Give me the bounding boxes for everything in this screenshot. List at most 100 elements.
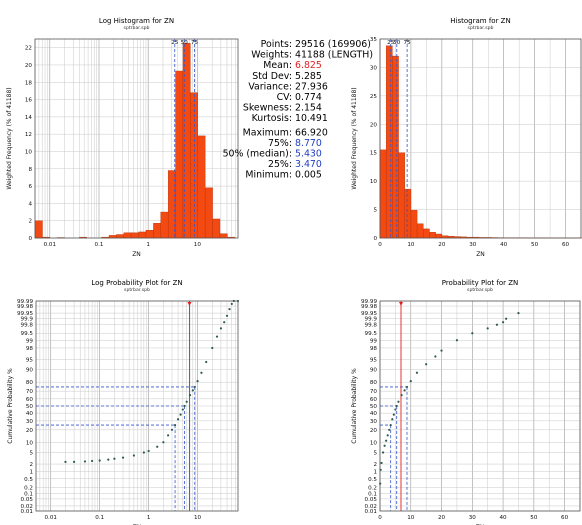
y-tick-label: 12 [25, 132, 32, 138]
y-tick-label: 99.99 [17, 299, 33, 305]
y-tick-label: 0.1 [24, 491, 33, 497]
data-point [394, 408, 397, 411]
y-tick-label: 0.2 [24, 485, 33, 491]
bar [145, 230, 154, 239]
y-tick-label: 99.95 [17, 311, 33, 317]
quantile-label: 25 [387, 40, 395, 46]
y-tick-label: 95 [370, 357, 378, 363]
y-tick-label: 99.9 [21, 317, 34, 323]
bar [175, 70, 184, 239]
y-tick-label: 10 [370, 440, 378, 446]
y-tick-label: 5 [373, 451, 377, 457]
x-tick-label: 10 [194, 515, 202, 521]
x-tick-label: 0.1 [95, 242, 104, 248]
x-tick-label: 20 [438, 242, 446, 248]
x-tick-label: 1 [147, 515, 151, 521]
y-tick-label: 0.5 [368, 477, 377, 483]
y-tick-label: 30 [370, 419, 378, 425]
bar [404, 188, 412, 239]
data-point [219, 327, 223, 330]
data-point [176, 418, 180, 421]
data-point [225, 314, 229, 317]
data-point [389, 423, 392, 427]
y-tick-label: 70 [26, 389, 34, 395]
stat-value: 6.825 [295, 60, 322, 71]
data-point [183, 404, 186, 408]
bar [204, 187, 213, 239]
y-tick-label: 99.8 [21, 323, 34, 329]
data-point [517, 311, 520, 315]
stat-label: Variance: [248, 81, 292, 92]
data-point [211, 346, 214, 350]
y-tick-label: 99.99 [361, 299, 377, 305]
bars [34, 43, 235, 239]
data-point [381, 451, 385, 454]
stat-value: 10.491 [295, 113, 328, 124]
y-tick-label: 99.98 [361, 304, 377, 310]
stat-value: 8.770 [295, 138, 322, 149]
y-tick-label: 30 [370, 65, 378, 71]
bar [385, 45, 393, 239]
x-tick-label: 40 [500, 515, 508, 521]
y-tick-label: 18 [25, 80, 33, 86]
x-axis-label: ZN [132, 251, 141, 258]
mean-marker [187, 302, 192, 306]
data-point [409, 380, 412, 383]
quantile-lines [36, 386, 196, 511]
stat-value: 3.470 [295, 159, 322, 170]
bar [398, 152, 405, 239]
bar [212, 218, 221, 239]
data-point [98, 459, 101, 462]
stat-label: Maximum: [243, 127, 292, 138]
stat-label: Minimum: [245, 170, 292, 181]
plot-frame [379, 38, 582, 239]
y-tick-label: 0.2 [368, 485, 377, 491]
x-tick-label: 0.01 [44, 515, 57, 521]
data-point [185, 400, 188, 403]
quantile-lines [380, 386, 408, 511]
y-tick-label: 99.95 [361, 311, 377, 317]
stat-label: 50% (median): [223, 149, 292, 160]
data-point [215, 335, 219, 338]
stat-label: Mean: [263, 60, 292, 71]
x-tick-label: 1 [146, 242, 150, 248]
quantile-label: 25 [171, 40, 179, 46]
y-tick-label: 0 [28, 236, 32, 242]
bar [410, 209, 418, 239]
y-tick-label: 25 [370, 94, 378, 100]
chart-title: Log Histogram for ZN [99, 17, 174, 25]
y-tick-label: 0 [373, 236, 377, 242]
y-tick-label: 99 [370, 338, 378, 344]
x-tick-label: 50 [531, 242, 539, 248]
data-point [501, 321, 505, 324]
tick-labels: 0.01 0.1 1 100.010.020.050.10.20.5125102030… [17, 299, 202, 521]
bar [130, 232, 139, 239]
data-point [385, 439, 388, 442]
stat-value: 27.936 [295, 81, 328, 92]
data-point [392, 413, 395, 416]
data-point [142, 451, 145, 454]
y-tick-label: 80 [26, 380, 34, 386]
stat-value: 29516 (169906) [295, 39, 371, 50]
y-tick-label: 40 [26, 411, 34, 417]
y-tick-label: 14 [25, 115, 33, 121]
y-tick-label: 16 [25, 98, 33, 104]
quantile-label: 50 [393, 40, 401, 46]
y-axis-label: Weighted Frequency (% of 41188) [351, 87, 358, 189]
y-tick-label: 60 [370, 397, 378, 403]
stat-label: CV: [277, 92, 292, 103]
bar [392, 55, 399, 239]
data-point [205, 360, 208, 364]
data-point [64, 460, 67, 464]
data-point [170, 428, 174, 431]
data-point [107, 458, 110, 461]
y-tick-label: 95 [26, 357, 34, 363]
grid-horizontal [380, 300, 580, 512]
y-tick-label: 98 [370, 346, 378, 352]
data-point [162, 441, 165, 444]
data-point [383, 444, 386, 447]
stat-value: 66.920 [295, 127, 328, 138]
y-tick-label: 90 [370, 368, 378, 374]
bar [429, 232, 436, 239]
